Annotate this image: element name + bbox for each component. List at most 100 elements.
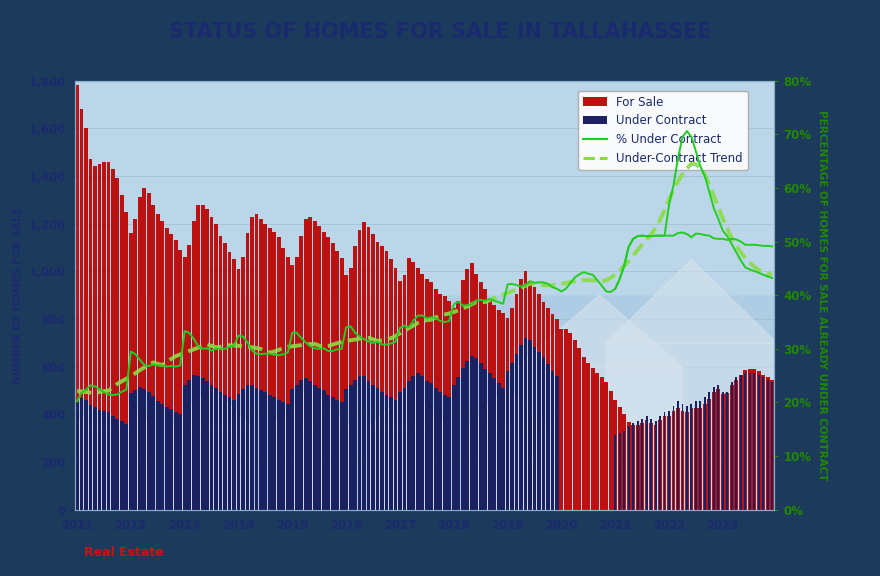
Bar [75, 85, 79, 510]
Bar [286, 257, 290, 510]
Bar [173, 411, 178, 510]
Bar [762, 377, 764, 510]
Bar [600, 377, 604, 510]
Bar [748, 369, 752, 510]
Bar [259, 390, 263, 510]
Bar [537, 294, 541, 510]
Bar [560, 328, 563, 510]
Bar [708, 392, 710, 510]
Bar [451, 308, 456, 510]
Bar [761, 375, 765, 510]
Bar [357, 376, 362, 510]
Bar [102, 162, 106, 510]
Bar [528, 340, 532, 510]
Bar [187, 380, 191, 510]
Bar [120, 195, 124, 510]
Bar [492, 305, 496, 510]
Bar [479, 282, 482, 510]
Bar [201, 204, 204, 510]
Bar [551, 371, 554, 510]
Bar [627, 422, 631, 510]
Bar [771, 382, 774, 510]
Bar [322, 390, 326, 510]
Bar [209, 217, 214, 510]
Bar [385, 395, 388, 510]
Bar [106, 162, 110, 510]
Bar [84, 128, 88, 510]
Bar [466, 269, 469, 510]
Bar [312, 221, 317, 510]
Bar [551, 314, 554, 510]
Bar [196, 376, 200, 510]
Polygon shape [270, 388, 350, 426]
Bar [685, 412, 689, 510]
Y-axis label: PERCENTAGE OF HOMES FOR SALE ALREADY UNDER CONTRACT: PERCENTAGE OF HOMES FOR SALE ALREADY UND… [818, 110, 827, 480]
Bar [609, 391, 612, 510]
Bar [740, 375, 742, 510]
Bar [224, 242, 227, 510]
Bar [340, 402, 343, 510]
Bar [205, 381, 209, 510]
Bar [636, 421, 639, 510]
Bar [93, 166, 97, 510]
Bar [447, 301, 451, 510]
Bar [725, 393, 730, 510]
Bar [318, 388, 321, 510]
Polygon shape [517, 295, 683, 367]
Bar [524, 271, 527, 510]
Bar [470, 263, 473, 510]
Bar [474, 274, 478, 510]
Bar [510, 363, 514, 510]
Bar [353, 247, 357, 510]
Bar [671, 411, 676, 510]
Bar [151, 396, 155, 510]
Bar [335, 400, 339, 510]
Bar [129, 393, 133, 510]
Bar [577, 348, 581, 510]
Bar [295, 385, 298, 510]
Bar [376, 241, 379, 510]
Bar [443, 395, 447, 510]
Bar [79, 109, 84, 510]
Bar [645, 420, 649, 510]
Bar [228, 252, 231, 510]
Bar [461, 368, 465, 510]
Bar [627, 426, 629, 510]
Bar [659, 416, 661, 510]
Bar [156, 214, 159, 510]
Bar [209, 385, 214, 510]
Bar [277, 237, 281, 510]
Bar [326, 237, 330, 510]
Bar [721, 394, 725, 510]
Bar [344, 275, 348, 510]
Bar [111, 169, 114, 510]
Bar [322, 232, 326, 510]
Bar [519, 345, 523, 510]
Bar [757, 372, 760, 510]
Bar [173, 240, 178, 510]
Bar [232, 259, 236, 510]
Bar [650, 419, 652, 510]
Bar [389, 397, 392, 510]
Bar [214, 388, 218, 510]
Bar [254, 388, 259, 510]
Bar [694, 408, 698, 510]
Bar [192, 375, 195, 510]
Legend: For Sale, Under Contract, % Under Contract, Under-Contract Trend: For Sale, Under Contract, % Under Contra… [578, 91, 747, 170]
Bar [348, 385, 353, 510]
Bar [228, 397, 231, 510]
Bar [89, 405, 92, 510]
Bar [367, 228, 370, 510]
Bar [640, 423, 644, 510]
Bar [402, 388, 407, 510]
Bar [115, 419, 120, 510]
Bar [586, 363, 590, 510]
Bar [151, 204, 155, 510]
Text: Joe: Joe [9, 522, 35, 537]
Bar [371, 385, 375, 510]
Bar [371, 234, 375, 510]
Bar [308, 217, 312, 510]
Bar [250, 217, 253, 510]
Bar [451, 385, 456, 510]
Bar [532, 287, 537, 510]
